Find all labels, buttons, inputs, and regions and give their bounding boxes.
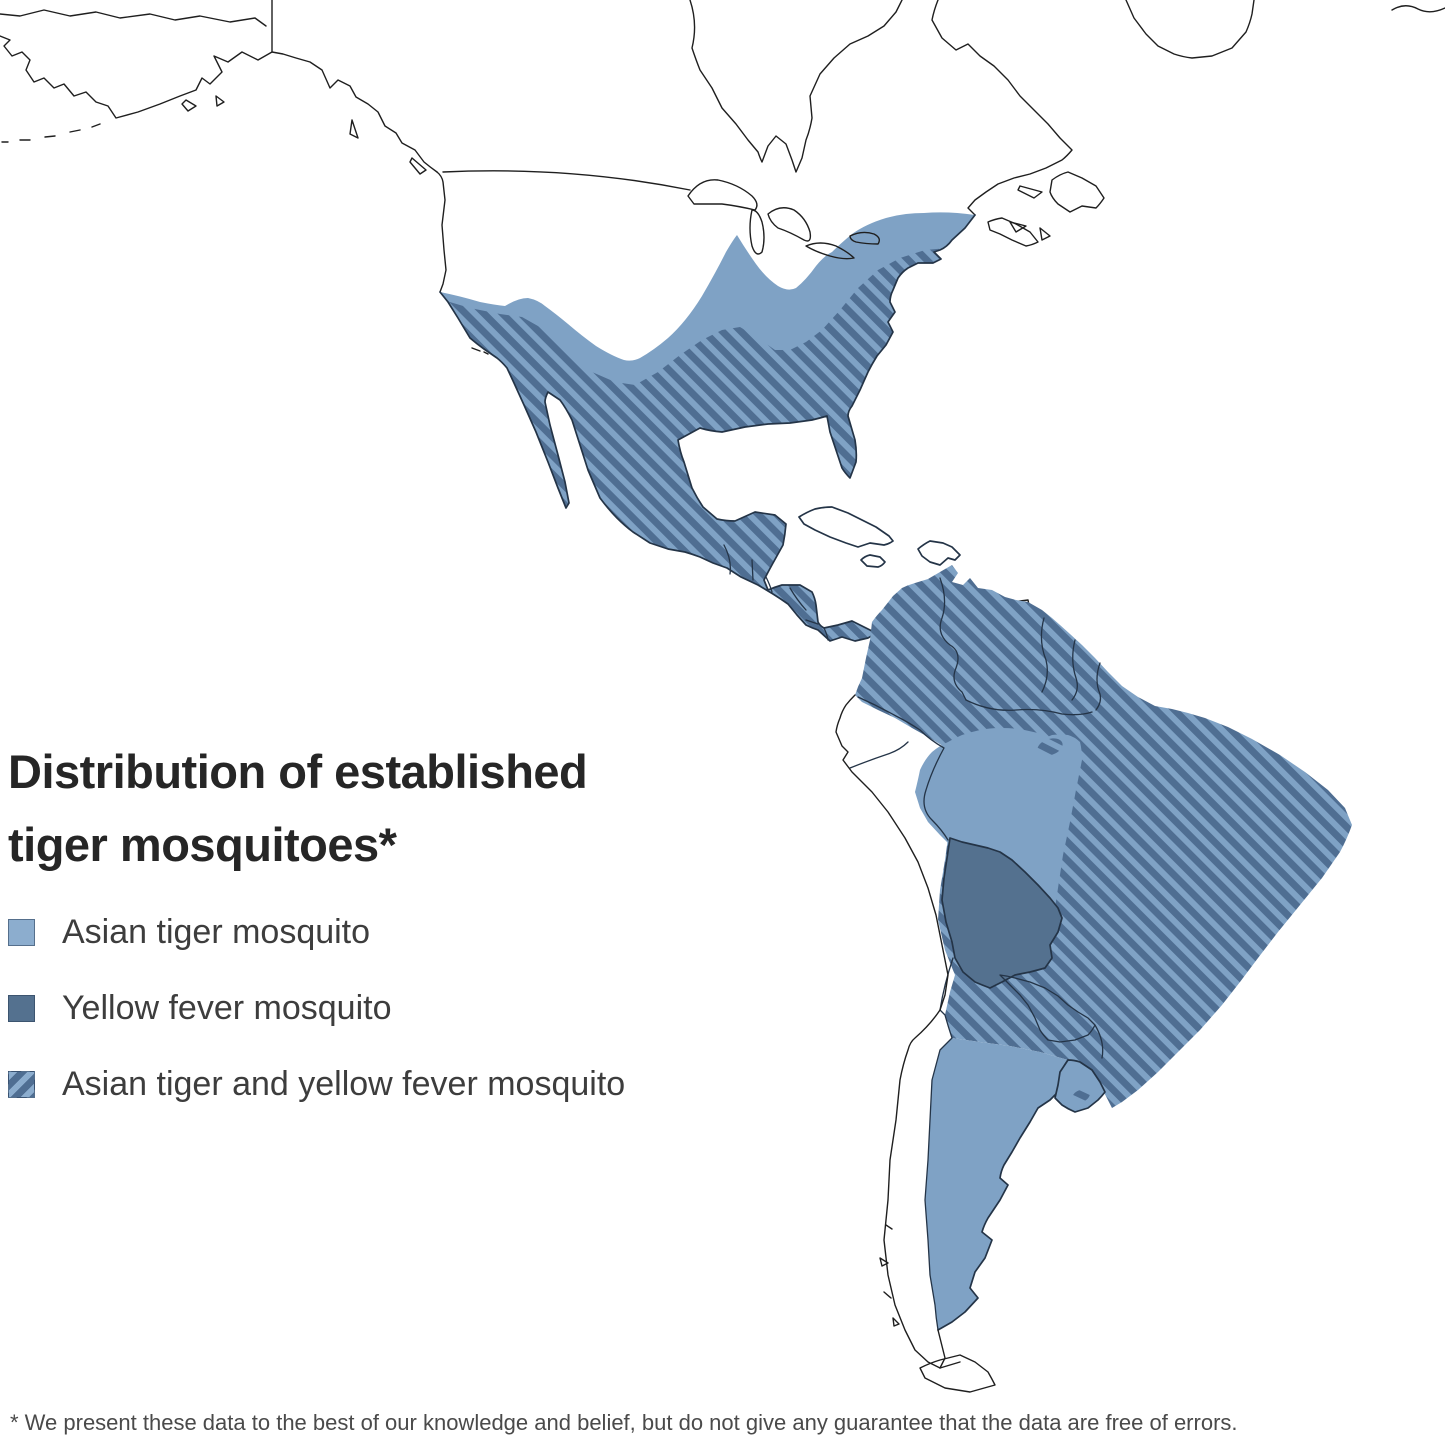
tierra-del-fuego-outline: [919, 1354, 996, 1393]
amazon-hatch-patch: [1037, 738, 1063, 756]
paraguay-borders: [999, 974, 1104, 1059]
chile-coast-outline: [879, 1009, 946, 1369]
map-region-cuba: [798, 506, 894, 548]
map-region-hispaniola: [917, 540, 961, 566]
map-region-south-america-both-hatched: [855, 565, 1352, 1108]
iceland-outline: [1391, 5, 1445, 13]
north-america-coastline: [439, 214, 976, 642]
alaska-outline: [0, 0, 273, 143]
greenland-outline: [1125, 0, 1255, 59]
us-west-coast-outline: [436, 171, 489, 355]
ecuador-peru-coast-outline: [835, 694, 949, 1011]
map-region-bolivia-yellow-fever: [941, 837, 1063, 989]
canada-outline: [271, 0, 1105, 247]
south-america-borders: [849, 577, 1102, 1011]
uruguay-hatch-patch: [1072, 1089, 1090, 1103]
great-lakes-outline: [687, 179, 881, 260]
central-america-borders: [723, 544, 829, 641]
map-region-amazon-asian-tiger: [915, 728, 1082, 912]
map-region-argentina-asian-tiger: [924, 1009, 1069, 1331]
map-region-jamaica: [860, 554, 886, 568]
map-region-uruguay-asian-tiger: [1054, 1059, 1106, 1113]
